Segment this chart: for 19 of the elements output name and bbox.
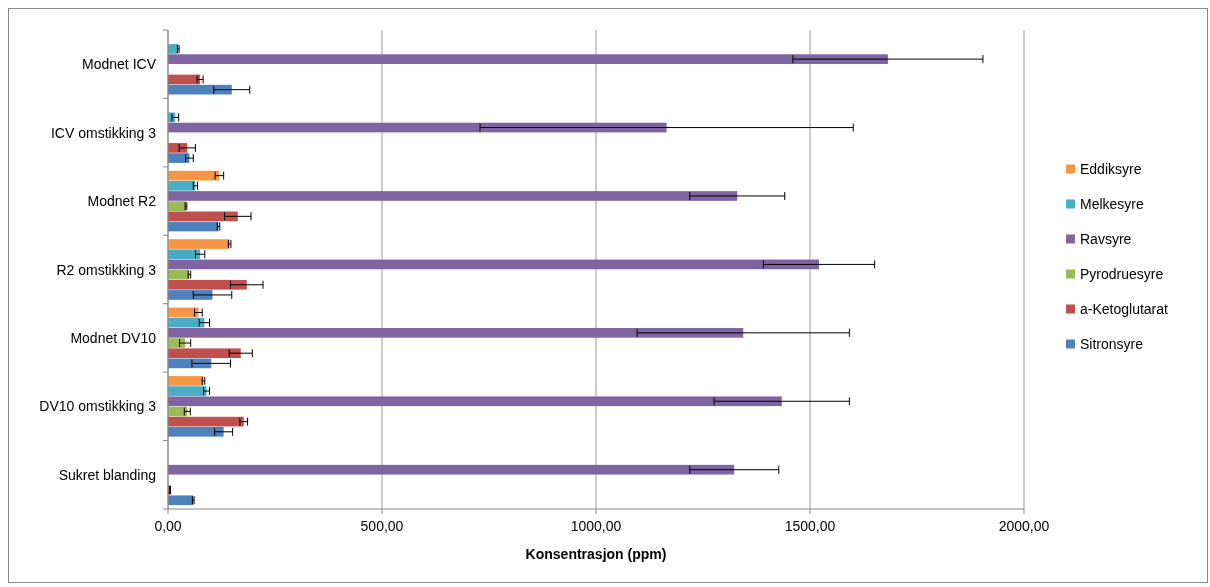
y-tick-label: Modnet ICV <box>82 56 157 73</box>
legend-label: Eddiksyre <box>1080 160 1142 177</box>
x-tick-label: 1000,00 <box>570 518 622 534</box>
legend-label: a-Ketoglutarat <box>1080 300 1169 317</box>
y-tick-label: R2 omstikking 3 <box>56 261 157 278</box>
x-tick-label: 1500,00 <box>784 518 836 534</box>
legend-label: Ravsyre <box>1080 230 1132 247</box>
y-tick-label: Modnet R2 <box>87 193 157 210</box>
legend-label: Melkesyre <box>1080 195 1145 212</box>
legend-label: Sitronsyre <box>1080 335 1144 352</box>
legend-label: Pyrodruesyre <box>1080 265 1164 282</box>
x-tick-label: 500,00 <box>360 518 404 534</box>
y-tick-label: ICV omstikking 3 <box>50 124 157 141</box>
x-tick-label: 0,00 <box>154 518 182 534</box>
y-tick-label: Modnet DV10 <box>70 329 157 346</box>
y-tick-label: DV10 omstikking 3 <box>39 398 157 415</box>
x-tick-label: 2000,00 <box>998 518 1050 534</box>
y-tick-label: Sukret blanding <box>58 466 156 483</box>
x-axis-title: Konsentrasjon (ppm) <box>525 546 667 562</box>
